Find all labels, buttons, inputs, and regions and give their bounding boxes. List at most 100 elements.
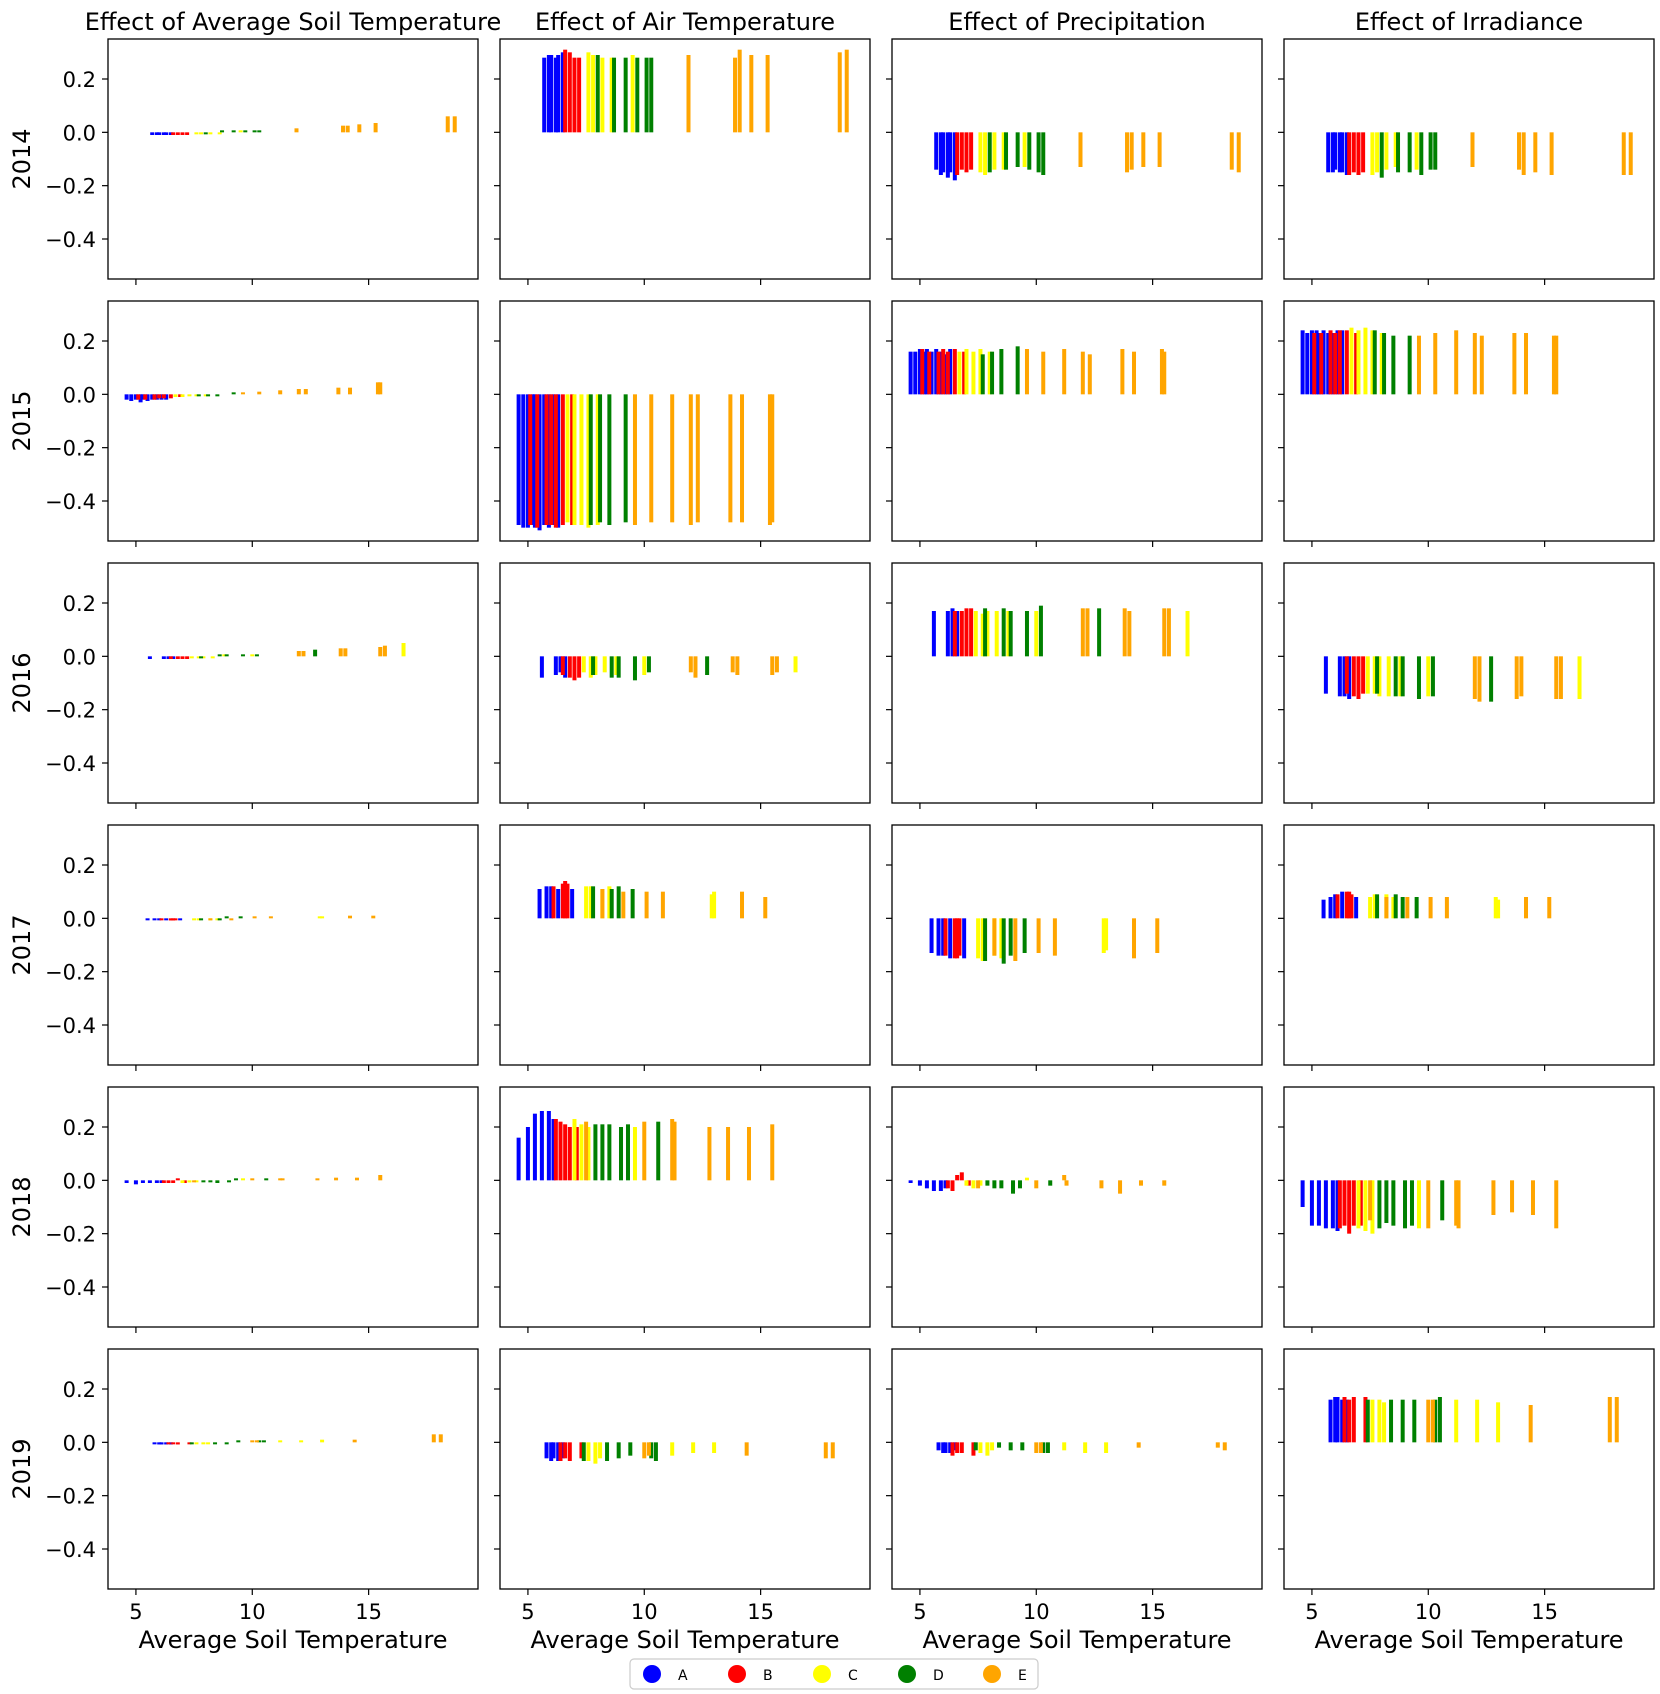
bar-D <box>1001 918 1006 964</box>
bar-D <box>1414 897 1419 919</box>
bar-A <box>140 394 145 400</box>
bar-A <box>556 889 561 919</box>
bar-E <box>763 897 768 919</box>
bar-A <box>549 55 554 133</box>
bar-E <box>257 391 262 395</box>
bar-D <box>999 1180 1004 1189</box>
bar-A <box>1323 1180 1328 1229</box>
bar-C <box>591 55 596 133</box>
bar-E <box>250 1440 255 1443</box>
bar-B <box>1347 1399 1352 1443</box>
bar-B <box>1342 1397 1347 1443</box>
bar-D <box>644 57 649 133</box>
bar-D <box>1400 656 1405 697</box>
bar-D <box>1396 132 1401 173</box>
bar-C <box>1368 897 1373 919</box>
bar-C <box>1372 656 1377 694</box>
bar-C <box>1475 1399 1480 1443</box>
bar-E <box>1554 656 1559 699</box>
x-tick-label: 15 <box>1139 1600 1166 1624</box>
bar-B <box>964 608 969 657</box>
bar-D <box>243 130 248 133</box>
bar-A <box>1337 656 1342 697</box>
bar-B <box>1351 132 1356 173</box>
bar-E <box>1521 132 1526 175</box>
bar-E <box>1533 132 1538 173</box>
bar-E <box>254 1440 259 1443</box>
bar-E <box>348 915 353 919</box>
bar-C <box>1379 333 1384 395</box>
bar-E <box>770 656 775 675</box>
bar-A <box>952 132 957 181</box>
bar-E <box>345 125 350 133</box>
bar-B <box>1349 894 1354 919</box>
bar-C <box>572 1119 577 1181</box>
bar-B <box>161 394 166 399</box>
bar-E <box>726 1127 731 1181</box>
bar-B <box>969 608 974 657</box>
bar-D <box>1372 330 1377 395</box>
bar-A <box>546 394 551 528</box>
bar-B <box>1347 132 1352 175</box>
bar-C <box>1398 656 1403 697</box>
bar-C <box>196 918 201 921</box>
panel-frame <box>1283 300 1655 542</box>
bar-B <box>551 886 556 919</box>
panel-2017-0: 0.2 0.0 −0.2 −0.4 <box>45 824 479 1071</box>
x-tick-label: 15 <box>747 1600 774 1624</box>
bar-E <box>334 1177 339 1181</box>
bar-C <box>793 656 798 673</box>
bar-D <box>199 656 204 659</box>
legend-label: A <box>678 1668 688 1684</box>
bar-C <box>978 349 983 395</box>
y-tick-label: 0.2 <box>63 1116 96 1140</box>
bar-D <box>220 130 225 133</box>
bar-E <box>1554 335 1559 395</box>
bar-B <box>171 918 176 921</box>
bar-D <box>588 394 593 525</box>
x-tick-label: 10 <box>239 1600 266 1624</box>
bar-E <box>1122 608 1127 657</box>
bar-C <box>1426 656 1431 697</box>
panel-frame <box>499 1348 871 1590</box>
bar-E <box>649 394 654 523</box>
bar-A <box>532 1113 537 1181</box>
x-tick-label: 5 <box>1305 1600 1318 1624</box>
bar-D <box>1389 1399 1394 1443</box>
y-tick-label: 0.0 <box>63 1431 96 1455</box>
bar-C <box>317 916 322 919</box>
bar-E <box>1080 608 1085 657</box>
bar-C <box>194 132 199 135</box>
bar-A <box>1354 897 1359 919</box>
bar-E <box>1166 608 1171 657</box>
panel-frame <box>1283 824 1655 1066</box>
bar-A <box>948 349 953 395</box>
y-tick-label: 0.0 <box>63 121 96 145</box>
bar-B <box>572 656 577 681</box>
bar-A <box>161 656 166 659</box>
bar-E <box>1036 918 1041 953</box>
bar-E <box>1215 1442 1220 1448</box>
bar-C <box>964 1180 969 1186</box>
bar-D <box>1036 132 1041 173</box>
bar-E <box>431 1434 436 1443</box>
bar-A <box>152 918 157 921</box>
y-tick-label: −0.4 <box>45 752 96 776</box>
bar-D <box>612 57 617 133</box>
bar-D <box>646 656 651 673</box>
bar-B <box>187 1442 192 1445</box>
bar-D <box>261 1440 266 1443</box>
bar-C <box>973 611 978 657</box>
bar-B <box>168 394 173 399</box>
x-axis-label: Average Soil Temperature <box>138 1626 447 1654</box>
bar-A <box>542 394 547 525</box>
bar-B <box>1337 330 1342 395</box>
bar-E <box>686 55 691 133</box>
bar-E <box>1628 132 1633 175</box>
panel-frame <box>107 562 479 804</box>
bar-A <box>948 918 953 959</box>
bar-B <box>152 394 157 400</box>
bar-C <box>1034 611 1039 657</box>
x-axis-label: Average Soil Temperature <box>922 1626 1231 1654</box>
